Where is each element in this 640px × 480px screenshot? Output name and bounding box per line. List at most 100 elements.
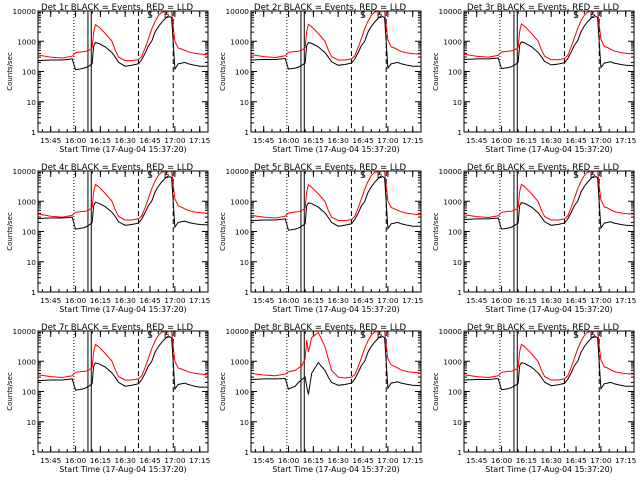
y-tick-label: 10000	[438, 167, 462, 176]
x-tick-label: 15:45	[40, 456, 62, 465]
x-tick-label: 16:30	[541, 136, 563, 145]
panel-8: Det 8r BLACK = Events, RED = LLD 1 10 100 10…	[219, 323, 424, 474]
end-marker: E	[164, 11, 170, 21]
x-tick-label: 17:15	[189, 136, 211, 145]
y-tick-label: 1	[31, 288, 36, 297]
x-axis-label: Start Time (17-Aug-04 15:37:20)	[59, 465, 186, 474]
series-events-line	[463, 335, 634, 391]
y-tick-label: 100	[448, 388, 462, 397]
x-tick-label: 16:45	[352, 136, 374, 145]
start-marker: S	[360, 11, 366, 21]
x-tick-label: 16:15	[303, 136, 325, 145]
series-events-line	[37, 175, 209, 230]
panel-title: Det 8r BLACK = Events, RED = LLD	[254, 323, 406, 333]
x-tick-label: 17:15	[189, 296, 211, 305]
y-tick-label: 100	[235, 388, 249, 397]
x-tick-label: 16:00	[65, 296, 87, 305]
x-tick-label: 17:15	[615, 296, 637, 305]
x-tick-label: 17:00	[377, 296, 399, 305]
y-tick-label: 1000	[17, 197, 36, 206]
y-axis-label: Counts/sec	[6, 372, 14, 411]
plot-frame	[37, 10, 209, 133]
y-tick-label: 10	[240, 418, 250, 427]
end-marker: E	[377, 331, 383, 341]
y-tick-label: 10000	[438, 327, 462, 336]
plot-frame	[463, 10, 635, 133]
panel-3: Det 3r BLACK = Events, RED = LLD 1 10 100 10…	[432, 3, 637, 154]
x-tick-label: 15:45	[40, 136, 62, 145]
x-tick-label: 16:00	[491, 136, 513, 145]
x-tick-label: 17:00	[164, 136, 186, 145]
y-tick-label: 10	[453, 98, 463, 107]
x-tick-label: 16:15	[90, 456, 112, 465]
x-tick-label: 16:00	[65, 136, 87, 145]
y-tick-label: 1000	[443, 37, 462, 46]
x-tick-label: 17:00	[590, 456, 612, 465]
x-tick-label: 16:30	[541, 296, 563, 305]
series-events-line	[463, 175, 635, 230]
panel-title: Det 9r BLACK = Events, RED = LLD	[467, 323, 619, 333]
end-marker: E	[590, 11, 596, 21]
y-tick-label: 1	[457, 288, 462, 297]
x-tick-label: 15:45	[253, 296, 275, 305]
y-tick-label: 1	[457, 448, 462, 457]
end-marker: E	[590, 331, 596, 341]
plot-frame	[463, 170, 635, 293]
x-tick-label: 16:00	[491, 296, 513, 305]
x-tick-label: 16:30	[115, 136, 137, 145]
x-tick-label: 16:15	[90, 296, 112, 305]
series-events-line	[463, 14, 635, 70]
plot-frame	[37, 170, 209, 293]
start-marker: S	[573, 11, 579, 21]
y-tick-label: 10	[240, 258, 250, 267]
y-tick-label: 10000	[12, 327, 36, 336]
y-axis-label: Counts/sec	[432, 372, 440, 411]
y-tick-label: 1	[31, 128, 36, 137]
start-marker: S	[147, 171, 153, 181]
y-tick-label: 100	[235, 228, 249, 237]
x-tick-label: 16:00	[278, 456, 300, 465]
y-tick-label: 10	[27, 418, 37, 427]
y-tick-label: 1000	[230, 197, 249, 206]
y-tick-label: 1	[244, 128, 249, 137]
panel-5: Det 5r BLACK = Events, RED = LLD 1 10 100 10…	[219, 163, 424, 314]
end-marker: E	[590, 171, 596, 181]
y-tick-label: 10	[240, 98, 250, 107]
x-tick-label: 16:15	[303, 296, 325, 305]
y-tick-label: 100	[22, 388, 36, 397]
x-tick-label: 16:30	[328, 296, 350, 305]
x-tick-label: 17:00	[377, 456, 399, 465]
series-lld-line	[37, 170, 209, 221]
x-tick-label: 16:30	[115, 456, 137, 465]
x-tick-label: 17:15	[615, 456, 637, 465]
panel-title: Det 1r BLACK = Events, RED = LLD	[41, 3, 193, 13]
y-tick-label: 100	[22, 68, 36, 77]
x-tick-label: 16:45	[565, 456, 587, 465]
x-tick-label: 17:00	[164, 456, 186, 465]
x-tick-label: 17:15	[402, 136, 424, 145]
y-axis-label: Counts/sec	[6, 212, 14, 251]
panel-7: Det 7r BLACK = Events, RED = LLD 1 10 100 10…	[6, 323, 211, 474]
y-axis-label: Counts/sec	[432, 212, 440, 251]
x-tick-label: 16:45	[139, 296, 161, 305]
plot-frame	[463, 330, 635, 453]
series-lld-line	[250, 170, 422, 222]
y-tick-label: 100	[448, 228, 462, 237]
start-marker: S	[360, 331, 366, 341]
panel-1: Det 1r BLACK = Events, RED = LLD 1 10 100 10…	[6, 3, 211, 154]
x-tick-label: 16:30	[541, 456, 563, 465]
x-tick-label: 16:15	[516, 136, 538, 145]
plot-frame	[37, 330, 209, 453]
y-tick-label: 1000	[17, 357, 36, 366]
plot-frame	[250, 330, 422, 453]
y-axis-label: Counts/sec	[6, 52, 14, 91]
panel-2: Det 2r BLACK = Events, RED = LLD 1 10 100 10…	[219, 3, 424, 154]
x-axis-label: Start Time (17-Aug-04 15:37:20)	[485, 305, 612, 314]
y-tick-label: 1000	[17, 37, 36, 46]
y-tick-label: 100	[235, 68, 249, 77]
x-tick-label: 16:45	[352, 296, 374, 305]
y-tick-label: 10	[27, 98, 37, 107]
y-tick-label: 10000	[12, 7, 36, 16]
y-axis-label: Counts/sec	[219, 52, 227, 91]
series-events-line	[250, 175, 421, 231]
